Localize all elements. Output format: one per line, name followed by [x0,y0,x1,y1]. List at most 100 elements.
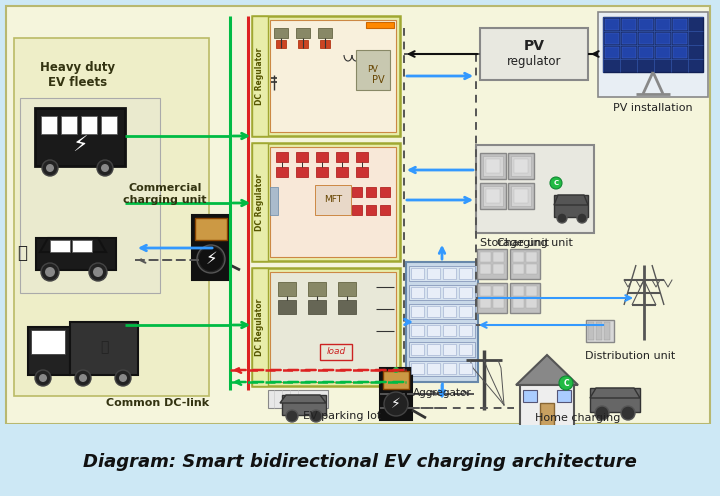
Text: EV fleets: EV fleets [48,75,107,88]
Bar [480,252,491,262]
Bar [409,266,475,281]
Text: PV: PV [372,75,384,85]
Bar [622,19,636,30]
Bar [296,167,308,177]
Circle shape [93,267,103,277]
Bar [656,47,670,58]
Bar [459,363,472,374]
Bar [308,282,326,296]
Bar [252,268,400,386]
Bar [192,215,230,280]
Circle shape [577,213,587,223]
Text: EV parking lot: EV parking lot [303,411,381,421]
Bar [35,108,125,166]
Text: Heavy duty: Heavy duty [40,62,116,74]
Text: Distribution unit: Distribution unit [585,351,675,361]
Bar [459,344,472,355]
Bar [366,187,376,197]
Circle shape [393,367,399,373]
Bar [336,152,348,162]
Circle shape [115,370,131,386]
Bar [14,38,209,396]
Circle shape [550,177,562,189]
Bar [493,252,504,262]
Bar [338,300,356,314]
Bar [411,363,424,374]
Bar [443,306,456,317]
Text: C: C [554,180,559,186]
Bar [366,22,394,28]
Circle shape [595,406,609,420]
Bar [588,322,594,340]
Bar [486,159,500,173]
Text: Common DC-link: Common DC-link [107,398,210,408]
Bar [31,330,65,354]
Bar [590,388,640,412]
Bar [483,186,503,206]
Bar [252,268,268,386]
Bar [443,287,456,298]
Bar [72,240,92,252]
Circle shape [199,247,223,271]
Bar [296,152,308,162]
Text: ⚡: ⚡ [391,397,401,411]
Bar [622,47,636,58]
Bar [480,183,506,209]
Bar [427,287,440,298]
Bar [315,185,351,215]
Bar [276,40,286,48]
Bar [427,306,440,317]
Circle shape [97,160,113,176]
Bar [508,153,534,179]
Bar [554,195,588,217]
Text: 🔌: 🔌 [100,340,108,354]
Bar [252,16,268,136]
Bar [427,363,440,374]
Bar [483,156,503,176]
Circle shape [557,213,567,223]
Bar [514,189,528,203]
Bar [270,272,396,382]
Bar [308,300,326,314]
Bar [639,33,653,44]
Bar [409,361,475,376]
Bar [28,327,70,375]
Polygon shape [554,195,588,205]
Bar [336,167,348,177]
Circle shape [42,160,58,176]
Bar [268,390,328,408]
Bar [50,240,70,252]
Bar [409,323,475,338]
Bar [477,249,507,279]
Bar [605,19,619,30]
Bar [513,264,524,274]
Bar [20,98,160,293]
Bar [459,287,472,298]
Bar [70,322,138,375]
Bar [520,385,574,427]
Text: PV: PV [368,65,379,74]
Text: C: C [563,378,569,387]
Text: DC Regulator: DC Regulator [256,47,264,105]
Bar [480,153,506,179]
Circle shape [75,370,91,386]
Bar [411,344,424,355]
Bar [252,16,400,136]
Bar [639,47,653,58]
Circle shape [45,267,55,277]
Bar [656,19,670,30]
Bar [540,403,554,427]
Text: PV: PV [523,39,544,53]
Bar [480,286,491,296]
Bar [513,286,524,296]
Bar [366,205,376,215]
Bar [316,152,328,162]
Bar [493,298,504,308]
Circle shape [286,410,298,422]
Bar [409,342,475,357]
Bar [36,238,116,270]
Polygon shape [40,238,106,252]
Bar [356,167,368,177]
Bar [316,167,328,177]
Bar [411,306,424,317]
